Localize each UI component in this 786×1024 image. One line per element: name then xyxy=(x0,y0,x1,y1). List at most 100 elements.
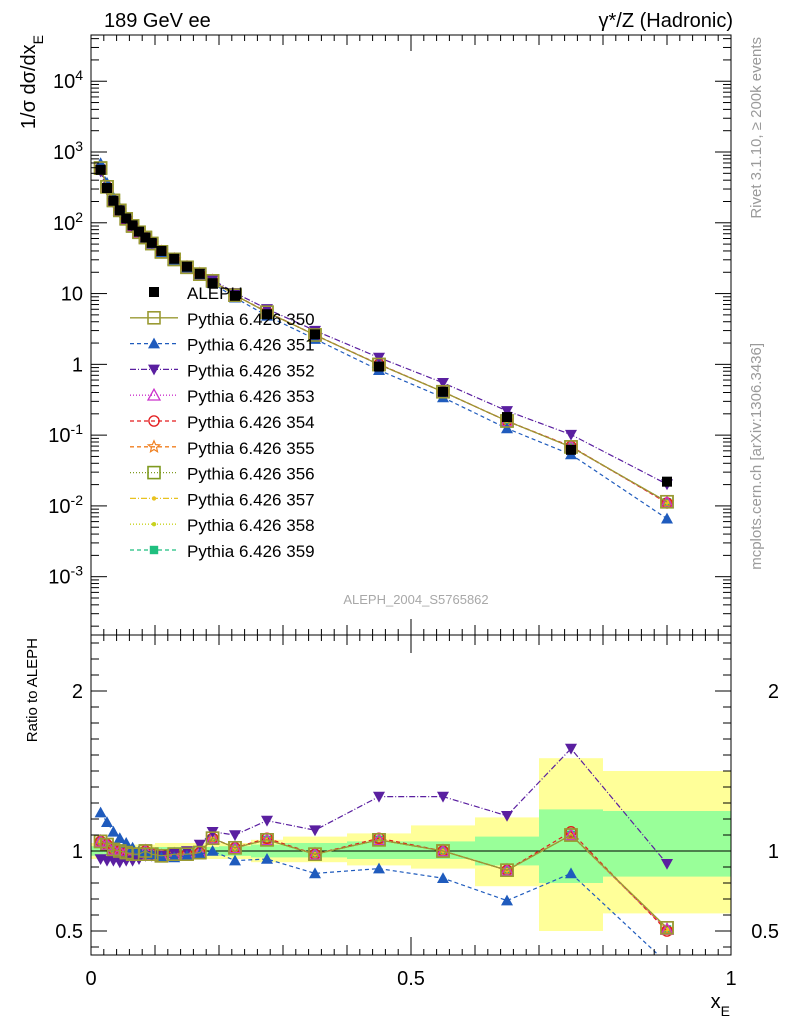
series-351-ratio-point xyxy=(107,825,120,837)
legend-series-359-label: Pythia 6.426 359 xyxy=(187,542,315,561)
series-352-ratio-point xyxy=(229,830,241,841)
series-352-line xyxy=(100,171,668,485)
series-351-ratio-point xyxy=(101,816,113,827)
series-353-line xyxy=(100,167,668,503)
series-350-ratio-point xyxy=(205,831,220,846)
series-352-ratio-point xyxy=(565,743,577,755)
legend-series-356-marker xyxy=(147,465,161,480)
series-352-ratio-point xyxy=(309,825,321,837)
aleph-data-point xyxy=(127,220,138,231)
series-350-point xyxy=(167,252,181,267)
legend-series-358-label: Pythia 6.426 358 xyxy=(187,516,315,535)
legend-series-351-label: Pythia 6.426 351 xyxy=(187,336,315,355)
aleph-data-point xyxy=(121,213,132,224)
aleph-data-point xyxy=(134,226,144,237)
legend-series-355-marker xyxy=(146,439,162,453)
aleph-data-point xyxy=(566,444,576,455)
series-353-ratio-point xyxy=(205,830,220,844)
series-351-ratio-point xyxy=(261,853,273,864)
aleph-data-point xyxy=(374,361,384,372)
series-350-ratio-point xyxy=(145,847,159,862)
main-y-tick-label: 103 xyxy=(53,138,83,164)
legend-series-356-label: Pythia 6.426 356 xyxy=(187,465,315,484)
main-y-tick-label: 1 xyxy=(72,354,83,376)
series-352-ratio-point xyxy=(373,791,385,803)
series-359-line xyxy=(100,167,668,503)
series-355-ratio-point xyxy=(371,832,387,846)
ratio-y-tick-label: 0.5 xyxy=(55,921,83,943)
series-352-ratio-point xyxy=(261,815,273,827)
aleph-data-point xyxy=(146,237,157,248)
aleph-data-point xyxy=(114,205,125,216)
series-351-ratio-point xyxy=(113,832,126,843)
series-350-ratio-point xyxy=(180,847,194,862)
legend-series-351-marker xyxy=(148,337,160,349)
aleph-data-point xyxy=(262,309,272,320)
series-350-ratio-point xyxy=(167,847,181,862)
legend-series-352-marker xyxy=(148,364,160,376)
series-356-line xyxy=(100,167,668,503)
main-y-axis-label: 1/σ dσ/dxE xyxy=(18,35,46,129)
series-354-ratio-point xyxy=(661,925,673,937)
series-353-ratio-point xyxy=(371,832,387,846)
x-tick-label: 0 xyxy=(85,968,96,990)
series-350-line xyxy=(100,167,668,503)
series-350-point xyxy=(436,384,450,399)
ratio-data-marks xyxy=(93,743,675,968)
series-350-ratio-point xyxy=(260,832,274,847)
legend-aleph-label: ALEPH xyxy=(187,284,243,303)
series-351-ratio-point xyxy=(193,848,206,859)
series-351-ratio-point xyxy=(661,957,673,968)
legend-series-350-label: Pythia 6.426 350 xyxy=(187,310,315,329)
legend-aleph-marker xyxy=(149,287,159,297)
aleph-data-point xyxy=(169,253,180,264)
legend-series-359-marker xyxy=(149,545,159,555)
aleph-data-point xyxy=(662,476,672,487)
ratio-y-tick-label: 1 xyxy=(72,841,83,863)
series-350-point xyxy=(193,267,207,281)
main-y-tick-label: 104 xyxy=(53,67,83,93)
main-data-marks xyxy=(93,157,675,524)
legend-series-358-marker xyxy=(151,522,157,527)
ratio-y-tick-label: 2 xyxy=(72,681,83,703)
series-350-point xyxy=(228,288,242,302)
aleph-data-point xyxy=(182,261,192,272)
series-351-point xyxy=(501,422,513,434)
legend-series-357-label: Pythia 6.426 357 xyxy=(187,490,315,509)
aleph-data-point xyxy=(310,329,320,340)
main-y-tick-label: 10 xyxy=(61,284,83,306)
mcplots-label: mcplots.cern.ch [arXiv:1306.3436] xyxy=(748,343,765,570)
series-350-point xyxy=(660,494,674,509)
series-350-point xyxy=(308,328,322,342)
series-355-line xyxy=(100,167,668,503)
series-350-ratio-point xyxy=(228,840,242,855)
legend: ALEPH Pythia 6.426 350 Pythia 6.426 351 Pyt… xyxy=(130,284,315,561)
ratio-plot-frame xyxy=(90,634,732,956)
ratio-y-tick-label-right: 1 xyxy=(768,841,779,863)
series-357-ratio-point xyxy=(664,927,670,932)
series-351-point xyxy=(661,512,673,524)
series-350-ratio-point xyxy=(500,863,514,878)
series-352-ratio-point xyxy=(501,811,513,822)
aleph-data-point xyxy=(108,195,119,206)
aleph-data-point xyxy=(194,268,205,279)
series-351-ratio-point xyxy=(229,854,241,866)
series-351-ratio-point xyxy=(181,849,193,861)
series-351-line xyxy=(100,163,668,520)
legend-series-353-marker xyxy=(146,387,162,401)
ratio-y-tick-label-right: 0.5 xyxy=(751,921,779,943)
series-352-point xyxy=(565,429,577,441)
x-tick-label: 1 xyxy=(725,968,736,990)
legend-series-354-label: Pythia 6.426 354 xyxy=(187,413,315,432)
main-y-tick-label: 102 xyxy=(53,209,83,235)
aleph-data-point xyxy=(102,183,112,194)
series-350-point xyxy=(154,245,169,259)
series-350-ratio-point xyxy=(154,848,169,863)
aleph-data-point xyxy=(502,412,512,423)
aleph-data-point xyxy=(95,164,106,175)
series-350-ratio-point xyxy=(436,844,450,858)
ratio-panel: 2 2 1 1 0.5 0.5 0 0.5 1 Ratio to ALEPH xE xyxy=(24,634,779,1019)
series-350-ratio-point xyxy=(372,832,386,847)
series-352-ratio-point xyxy=(661,859,673,870)
